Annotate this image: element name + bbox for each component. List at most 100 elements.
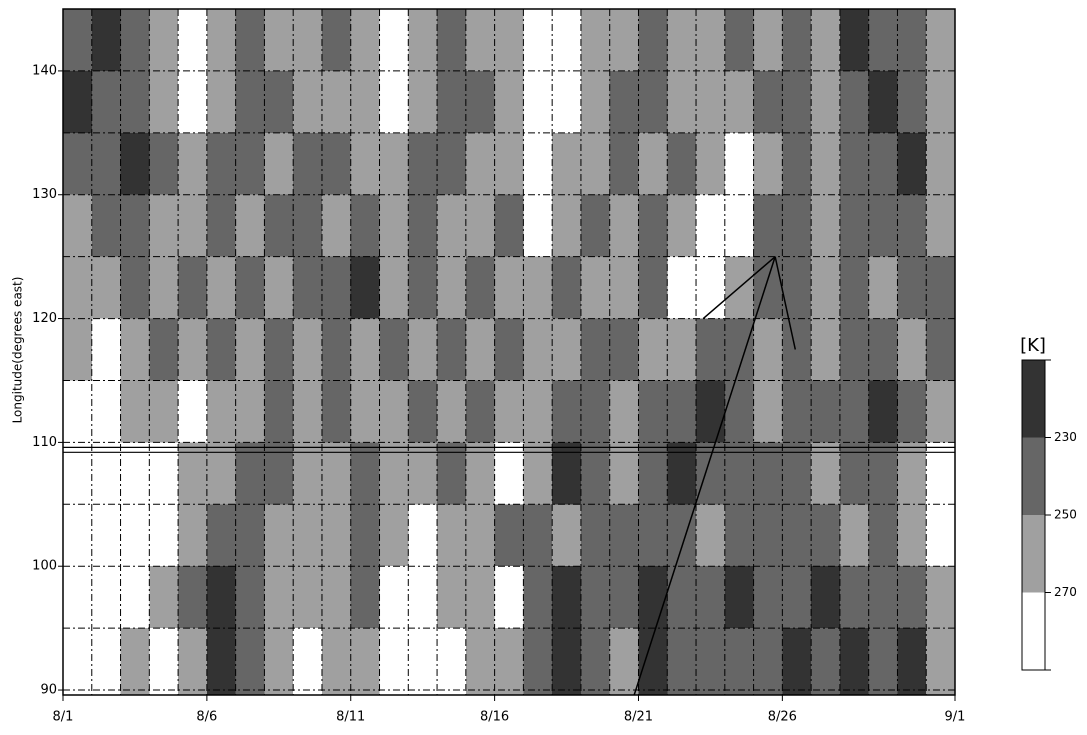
field-cell bbox=[63, 9, 93, 72]
field-cell bbox=[667, 132, 697, 196]
field-cell bbox=[293, 194, 323, 258]
field-cell bbox=[437, 318, 467, 381]
field-cell bbox=[408, 70, 438, 134]
field-cell bbox=[408, 566, 438, 629]
field-cell bbox=[264, 318, 294, 381]
field-cell bbox=[91, 70, 122, 134]
field-cell bbox=[494, 566, 524, 629]
field-cell bbox=[149, 566, 179, 629]
field-cell bbox=[235, 318, 265, 381]
field-cell bbox=[696, 504, 726, 567]
field-cell bbox=[206, 132, 237, 196]
field-cell bbox=[206, 504, 237, 567]
field-cell bbox=[235, 256, 265, 320]
field-cell bbox=[149, 380, 179, 443]
field-cell bbox=[782, 566, 812, 629]
field-cell bbox=[552, 70, 582, 134]
field-cell bbox=[321, 194, 352, 258]
y-tick-label: 130 bbox=[32, 187, 57, 202]
field-cell bbox=[926, 194, 956, 258]
field-cell bbox=[494, 504, 524, 567]
field-cell bbox=[120, 566, 150, 629]
colorbar-swatch bbox=[1022, 515, 1045, 593]
field-cell bbox=[926, 9, 956, 72]
field-cell bbox=[667, 194, 697, 258]
field-cell bbox=[293, 132, 323, 196]
field-cell bbox=[839, 380, 870, 443]
field-cell bbox=[523, 9, 553, 72]
field-cell bbox=[580, 132, 611, 196]
field-cell bbox=[63, 132, 93, 196]
field-cell bbox=[839, 504, 870, 567]
field-cell bbox=[63, 504, 93, 567]
field-cell bbox=[580, 194, 611, 258]
phase-line bbox=[633, 256, 776, 696]
field-cell bbox=[868, 628, 898, 696]
field-cell bbox=[149, 194, 179, 258]
field-cell bbox=[868, 380, 898, 443]
field-cell bbox=[264, 194, 294, 258]
field-cell bbox=[379, 380, 409, 443]
field-cell bbox=[926, 628, 956, 696]
field-cell bbox=[293, 628, 323, 696]
field-cell bbox=[753, 9, 783, 72]
field-cell bbox=[897, 70, 927, 134]
field-cell bbox=[897, 318, 927, 381]
field-cell bbox=[178, 566, 208, 629]
field-cell bbox=[897, 566, 927, 629]
field-cell bbox=[206, 9, 237, 72]
field-cell bbox=[839, 628, 870, 696]
field-cell bbox=[437, 9, 467, 72]
field-cell bbox=[206, 380, 237, 443]
field-cell bbox=[638, 132, 668, 196]
x-tick-label: 8/16 bbox=[480, 710, 509, 725]
field-cell bbox=[264, 504, 294, 567]
field-cell bbox=[724, 9, 755, 72]
field-cell bbox=[465, 194, 496, 258]
field-cell bbox=[264, 70, 294, 134]
field-cell bbox=[379, 70, 409, 134]
field-cell bbox=[926, 504, 956, 567]
field-cell bbox=[724, 132, 755, 196]
field-cell bbox=[408, 194, 438, 258]
field-cell bbox=[696, 628, 726, 696]
field-cell bbox=[350, 566, 381, 629]
field-cell bbox=[868, 132, 898, 196]
field-cell bbox=[437, 566, 467, 629]
field-cell bbox=[149, 9, 179, 72]
field-cell bbox=[379, 256, 409, 320]
colorbar-swatch bbox=[1022, 592, 1045, 670]
field-cell bbox=[811, 566, 841, 629]
field-cell bbox=[63, 628, 93, 696]
field-cell bbox=[897, 9, 927, 72]
field-cell bbox=[149, 628, 179, 696]
field-cell bbox=[926, 70, 956, 134]
field-cell bbox=[839, 194, 870, 258]
field-cell bbox=[523, 566, 553, 629]
field-cell bbox=[724, 566, 755, 629]
field-cell bbox=[753, 628, 783, 696]
field-cell bbox=[897, 380, 927, 443]
field-cell bbox=[523, 380, 553, 443]
field-cell bbox=[552, 566, 582, 629]
field-cell bbox=[868, 318, 898, 381]
y-axis-label: Longitude(degrees east) bbox=[11, 277, 25, 424]
field-cell bbox=[350, 9, 381, 72]
field-cell bbox=[523, 70, 553, 134]
field-cell bbox=[811, 380, 841, 443]
field-cell bbox=[926, 380, 956, 443]
field-cell bbox=[839, 70, 870, 134]
field-cell bbox=[178, 9, 208, 72]
field-cell bbox=[293, 70, 323, 134]
field-cell bbox=[350, 194, 381, 258]
field-cell bbox=[465, 70, 496, 134]
field-cell bbox=[149, 132, 179, 196]
field-cell bbox=[638, 70, 668, 134]
field-cell bbox=[811, 70, 841, 134]
field-cell bbox=[811, 256, 841, 320]
field-cell bbox=[63, 194, 93, 258]
field-cell bbox=[782, 628, 812, 696]
field-cell bbox=[494, 380, 524, 443]
field-cell bbox=[552, 256, 582, 320]
field-cell bbox=[926, 566, 956, 629]
